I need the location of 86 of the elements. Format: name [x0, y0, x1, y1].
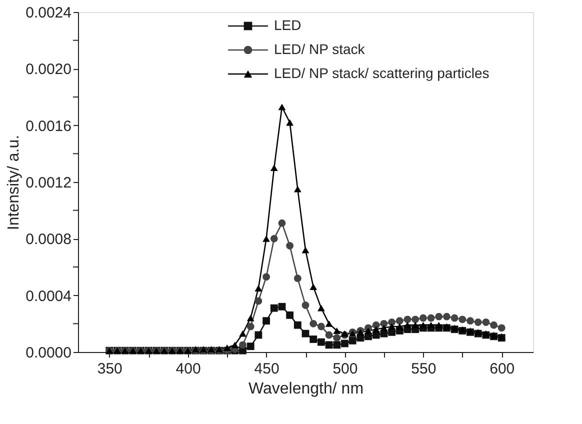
y-tick-label: 0.0020	[26, 61, 72, 78]
point	[246, 322, 254, 330]
point	[239, 330, 246, 337]
x-tick-label: 600	[490, 360, 515, 378]
point	[325, 320, 333, 327]
point	[435, 322, 443, 328]
point	[302, 330, 310, 338]
point	[341, 340, 348, 348]
point	[270, 304, 278, 312]
point	[396, 323, 404, 330]
point	[482, 318, 490, 326]
point	[246, 314, 254, 322]
point	[419, 322, 427, 328]
point	[474, 318, 482, 326]
point	[278, 104, 286, 110]
point	[231, 342, 239, 348]
x-tick-label: 450	[254, 360, 280, 378]
legend-label: LED/ NP stack/ scattering particles	[274, 65, 490, 81]
y-tick-label: 0.0016	[26, 118, 72, 135]
point	[348, 336, 356, 344]
legend-label: LED	[274, 17, 302, 33]
point	[223, 344, 231, 351]
point	[278, 219, 286, 227]
point	[388, 318, 396, 326]
x-axis-title: Wavelength/ nm	[248, 380, 364, 398]
point	[450, 314, 458, 322]
point	[239, 341, 246, 349]
point	[419, 314, 427, 322]
point	[278, 302, 286, 310]
point	[294, 274, 302, 282]
point	[317, 322, 325, 330]
point	[294, 186, 302, 192]
point	[294, 321, 302, 329]
point	[364, 328, 372, 334]
point	[427, 322, 435, 328]
point	[302, 246, 310, 254]
point	[262, 273, 270, 281]
point	[333, 334, 341, 342]
point	[443, 312, 450, 320]
point	[435, 312, 443, 320]
point	[396, 317, 404, 325]
point	[372, 326, 380, 333]
point	[458, 316, 466, 324]
point	[286, 119, 294, 126]
y-tick-label: 0.0012	[26, 174, 72, 192]
point	[254, 331, 262, 339]
point	[254, 297, 262, 305]
legend-label: LED/ NP stack	[274, 41, 366, 57]
point	[302, 302, 310, 309]
point	[412, 322, 420, 328]
point	[412, 316, 420, 324]
point	[286, 311, 294, 319]
point	[262, 317, 270, 325]
point	[254, 285, 262, 292]
point	[427, 314, 435, 322]
point	[404, 322, 412, 328]
x-tick-label: 500	[332, 360, 358, 378]
point	[333, 328, 341, 334]
point	[380, 324, 388, 332]
point	[246, 342, 254, 350]
point	[270, 234, 278, 242]
point	[310, 320, 318, 328]
point	[286, 242, 294, 250]
point	[333, 341, 341, 349]
y-axis-title: Intensity/ a.u.	[6, 134, 23, 230]
y-tick-label: 0.0000	[26, 344, 72, 362]
point	[317, 304, 325, 312]
y-tick-label: 0.0004	[26, 288, 72, 305]
point	[498, 324, 506, 332]
point	[262, 235, 270, 242]
point	[388, 323, 396, 330]
point	[310, 336, 318, 343]
x-tick-label: 400	[176, 360, 201, 378]
y-tick-label: 0.0024	[26, 4, 72, 22]
point	[490, 321, 498, 329]
point	[466, 317, 474, 325]
y-tick-label: 0.0008	[26, 231, 72, 248]
point	[404, 316, 412, 324]
point	[325, 331, 333, 339]
x-tick-label: 550	[411, 360, 436, 378]
point	[317, 338, 325, 346]
x-tick-label: 350	[97, 360, 122, 378]
point	[380, 320, 388, 328]
point	[270, 164, 278, 172]
point	[325, 341, 333, 349]
point	[310, 284, 318, 290]
